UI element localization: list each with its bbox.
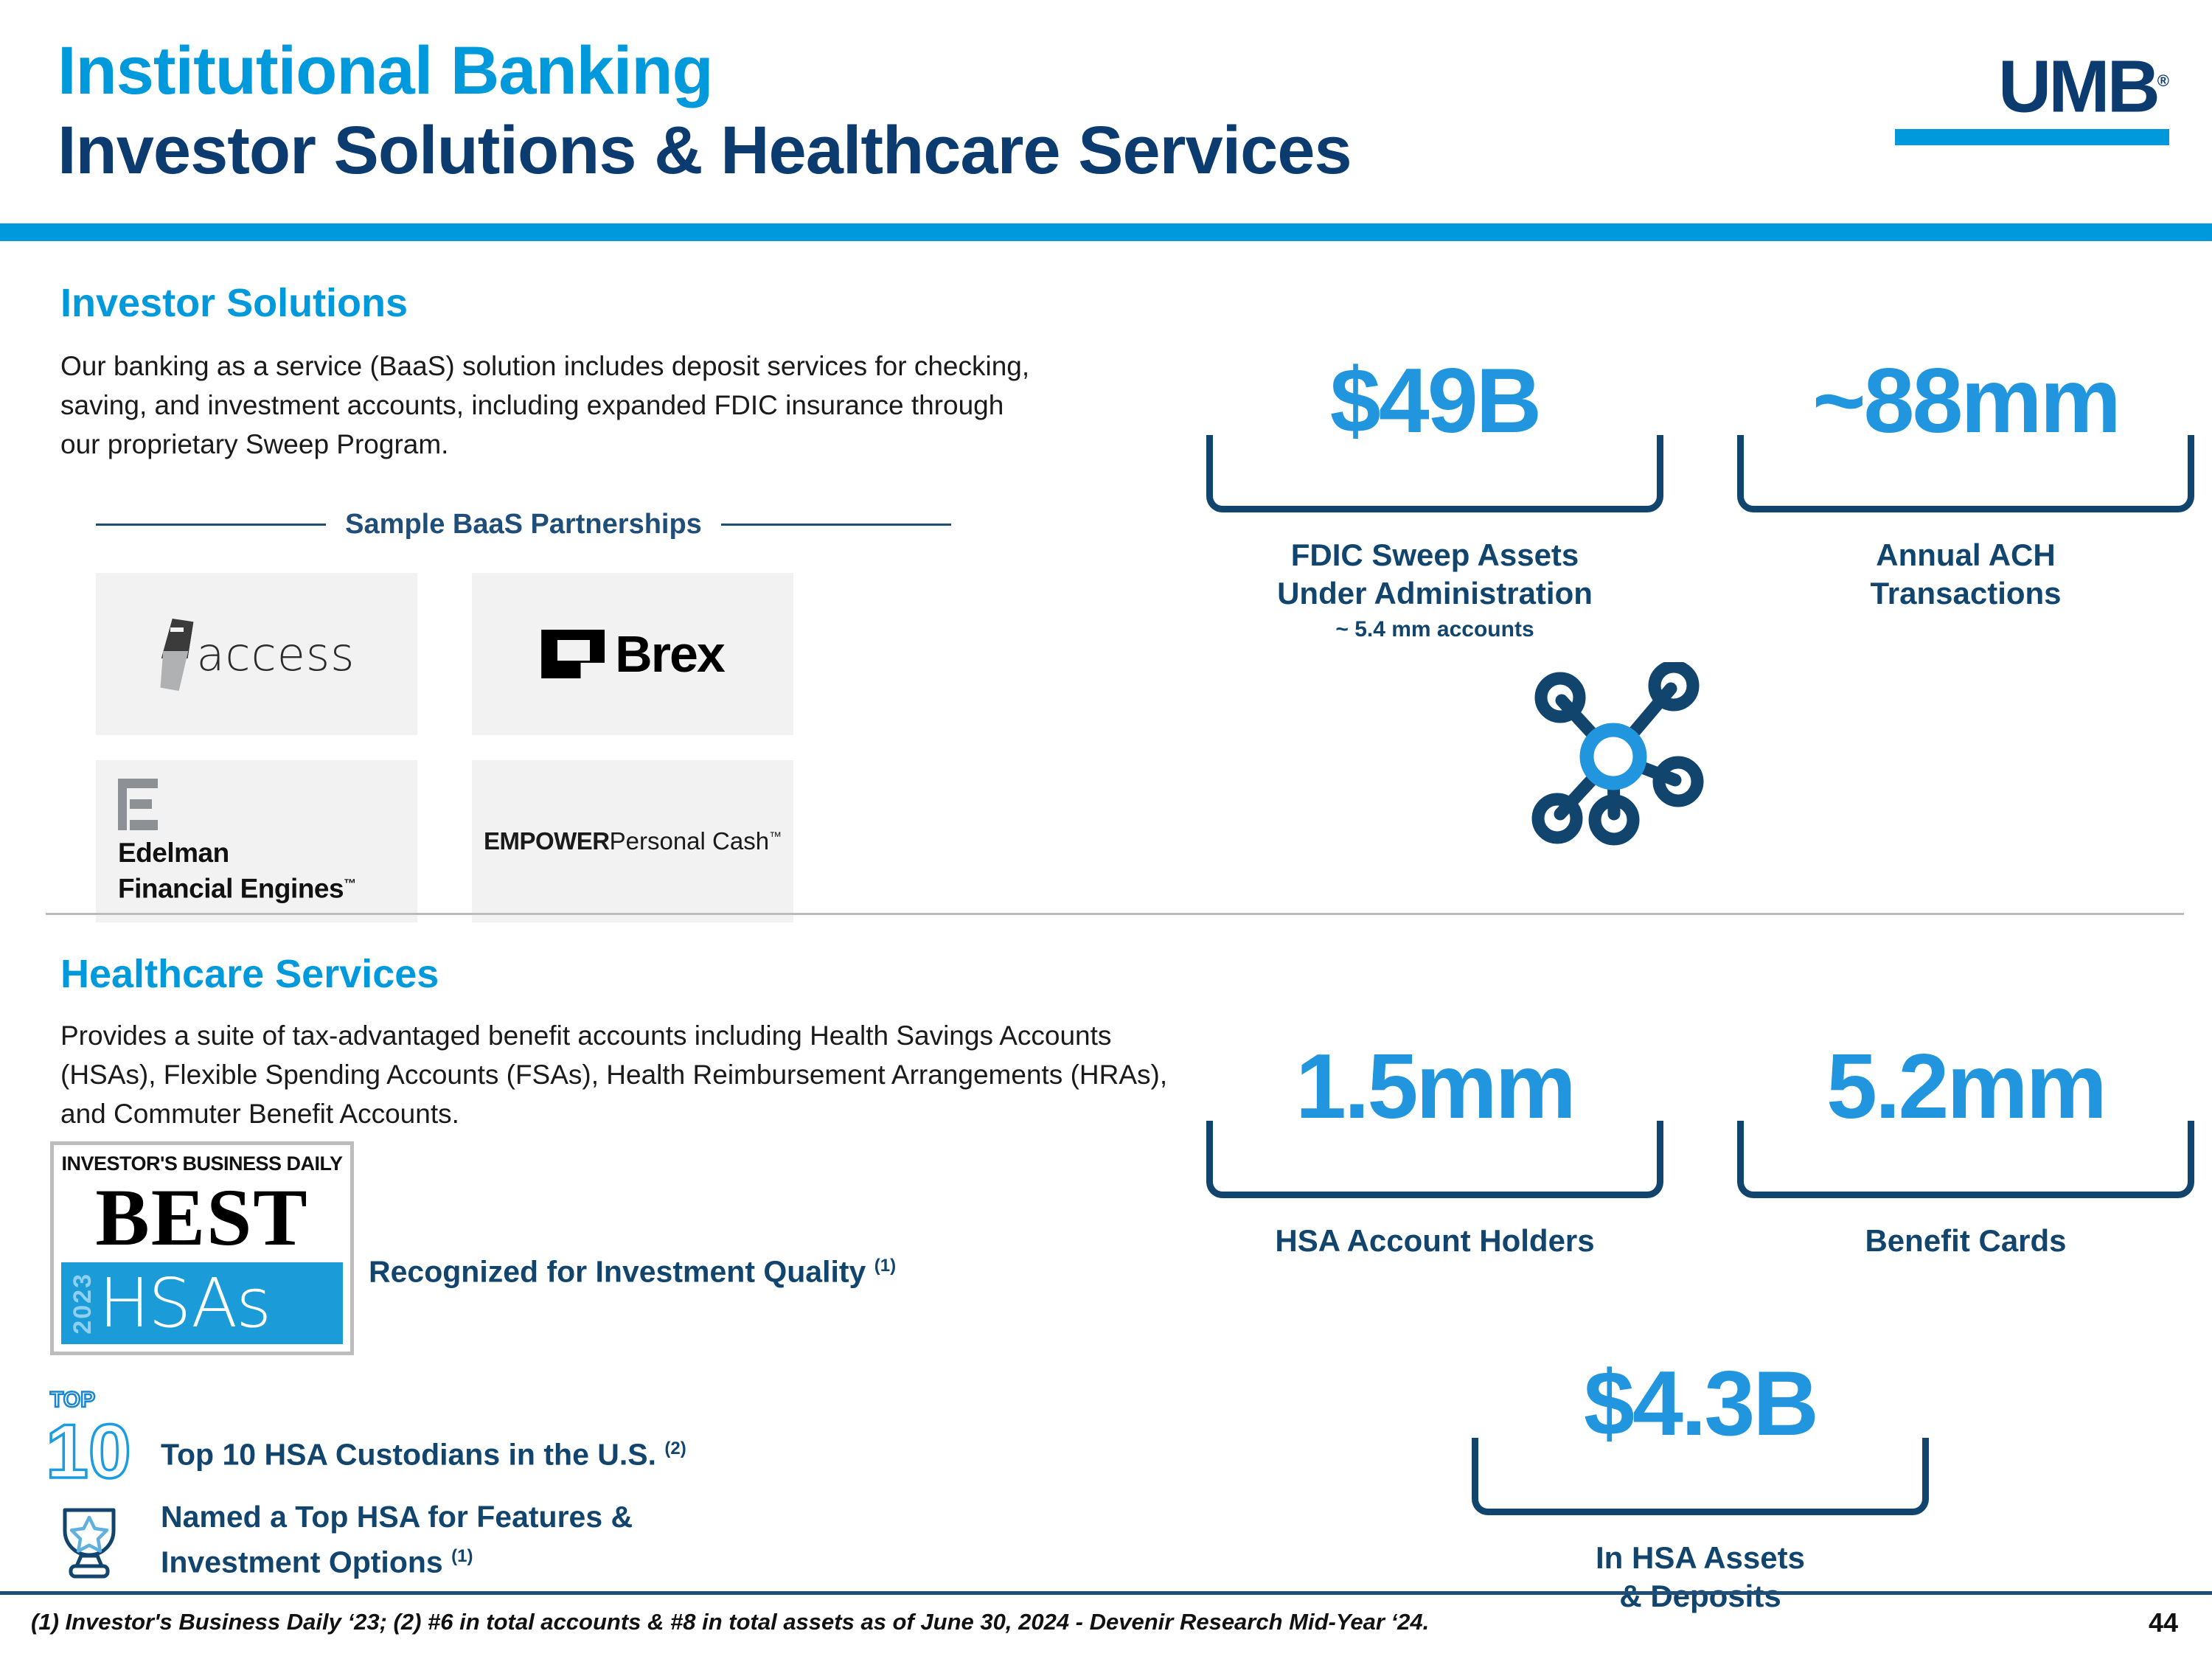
baas-partnerships-block: Sample BaaS Partnerships access Brex (96, 509, 951, 922)
page-title: Institutional Banking Investor Solutions… (58, 31, 1352, 190)
metric-value: $49B (1329, 350, 1542, 452)
metric-label: HSA Account Holders (1275, 1223, 1595, 1258)
award-top-10-custodians: Top 10 HSA Custodians in the U.S. (2) (161, 1429, 1046, 1475)
title-line-secondary: Investor Solutions & Healthcare Services (58, 113, 1352, 188)
empower-logo-lockup: EMPOWERPersonal Cash™ (484, 827, 782, 855)
award-recognized-investment-quality: Recognized for Investment Quality (1) (369, 1246, 1180, 1292)
partner-logo-access: access (96, 573, 417, 735)
brex-mark-icon (541, 630, 605, 678)
partner-logo-edelman: Edelman Financial Engines™ (96, 760, 417, 922)
trophy-icon (49, 1498, 130, 1579)
brex-logo-lockup: Brex (541, 625, 726, 684)
ibd-best-hsas-badge: INVESTOR'S BUSINESS DAILY BEST 2023 HSAs (50, 1141, 354, 1355)
empower-wordmark-light: Personal Cash (609, 827, 770, 855)
edelman-mark-icon (118, 778, 159, 830)
brex-wordmark: Brex (615, 625, 726, 683)
page-number: 44 (2148, 1607, 2178, 1638)
footer-divider-rule (0, 1591, 2212, 1595)
award-text-line2-text: Investment Options (161, 1545, 452, 1579)
header-divider-bar (0, 223, 2212, 241)
metric-hsa-account-holders: 1.5mm HSA Account Holders (1206, 1041, 1663, 1260)
metric-bracket-shape: 1.5mm (1206, 1041, 1663, 1198)
umb-wordmark-text: UMB® (1895, 44, 2169, 123)
partnerships-title: Sample BaaS Partnerships (345, 509, 702, 540)
partnerships-rule-left (96, 524, 327, 526)
edelman-wordmark-line1: Edelman (118, 837, 229, 868)
umb-letters: UMB (1998, 45, 2160, 128)
ten-label: 10 (46, 1409, 131, 1484)
healthcare-services-section: Healthcare Services Provides a suite of … (60, 951, 1211, 1133)
footnote-ref: (1) (451, 1546, 473, 1566)
metric-value: 1.5mm (1295, 1036, 1576, 1138)
umb-logo: UMB® (1895, 44, 2169, 146)
empower-wordmark-bold: EMPOWER (483, 827, 610, 855)
metric-annual-ach-transactions: ~88mm Annual ACH Transactions (1737, 355, 2194, 613)
metric-label: FDIC Sweep Assets Under Administration (1277, 538, 1593, 611)
top-10-icon: TOP 10 (44, 1387, 134, 1496)
edelman-wordmark-line2-text: Financial Engines (118, 873, 344, 904)
registered-trademark-icon: ® (2157, 72, 2169, 90)
metric-value: 5.2mm (1826, 1036, 2107, 1138)
award-top-hsa-features: Named a Top HSA for Features & Investmen… (161, 1497, 1046, 1582)
footnote-text: (1) Investor's Business Daily ‘23; (2) #… (31, 1609, 1430, 1635)
award-text-line2: Investment Options (1) (161, 1537, 1046, 1582)
award-text: Recognized for Investment Quality (369, 1254, 874, 1289)
slide-header: Institutional Banking Investor Solutions… (0, 0, 2212, 241)
metric-bracket-shape: $49B (1206, 355, 1663, 512)
partner-logo-empower: EMPOWERPersonal Cash™ (472, 760, 793, 922)
metric-label: In HSA Assets & Deposits (1596, 1540, 1805, 1613)
investor-solutions-section: Investor Solutions Our banking as a serv… (60, 280, 1115, 464)
section-divider-rule (46, 913, 2184, 915)
metric-bracket-shape: 5.2mm (1737, 1041, 2194, 1198)
investor-solutions-description: Our banking as a service (BaaS) solution… (60, 351, 1030, 459)
ibd-best-text: BEST (95, 1172, 309, 1262)
empower-trademark-icon: ™ (769, 830, 782, 844)
metric-value: ~88mm (1812, 350, 2121, 452)
metric-hsa-assets-deposits: $4.3B In HSA Assets & Deposits (1472, 1358, 1929, 1615)
partnerships-rule-right (720, 524, 951, 526)
star-icon (69, 1515, 109, 1553)
ibd-publisher-text: INVESTOR'S BUSINESS DAILY (61, 1152, 343, 1175)
access-mark-icon (159, 619, 194, 689)
award-text-line1: Named a Top HSA for Features & (161, 1500, 633, 1534)
title-line-primary: Institutional Banking (58, 33, 714, 108)
edelman-trademark-icon: ™ (344, 876, 356, 891)
ibd-category-band: 2023 HSAs (61, 1262, 343, 1344)
ibd-category-text: HSAs (99, 1263, 271, 1343)
metric-sublabel: ~ 5.4 mm accounts (1335, 617, 1534, 641)
partner-logo-grid: access Brex Edelman Financial Engin (96, 573, 951, 922)
metric-label: Benefit Cards (1865, 1223, 2067, 1258)
footnote-ref: (2) (664, 1439, 686, 1458)
metric-value: $4.3B (1584, 1353, 1819, 1455)
edelman-logo-lockup: Edelman Financial Engines™ (96, 778, 417, 904)
metric-fdic-sweep-assets: $49B FDIC Sweep Assets Under Administrat… (1206, 355, 1663, 642)
metric-benefit-cards: 5.2mm Benefit Cards (1737, 1041, 2194, 1260)
top-label: TOP (50, 1388, 95, 1412)
metric-label: Annual ACH Transactions (1870, 538, 2062, 611)
healthcare-services-heading: Healthcare Services (60, 952, 439, 996)
metric-bracket-shape: ~88mm (1737, 355, 2194, 512)
partner-logo-brex: Brex (472, 573, 793, 735)
access-logo-lockup: access (159, 619, 355, 689)
metric-bracket-shape: $4.3B (1472, 1358, 1929, 1515)
edelman-wordmark-line2: Financial Engines™ (118, 869, 356, 904)
healthcare-services-description: Provides a suite of tax-advantaged benef… (60, 1020, 1168, 1129)
partnerships-header: Sample BaaS Partnerships (96, 509, 951, 540)
umb-logo-underline (1895, 129, 2169, 146)
access-wordmark: access (196, 627, 355, 681)
network-hub-icon (1517, 660, 1709, 855)
footnote-ref: (1) (874, 1256, 897, 1276)
award-text: Top 10 HSA Custodians in the U.S. (161, 1437, 665, 1472)
ibd-year-text: 2023 (69, 1272, 97, 1335)
investor-solutions-heading: Investor Solutions (60, 281, 408, 325)
